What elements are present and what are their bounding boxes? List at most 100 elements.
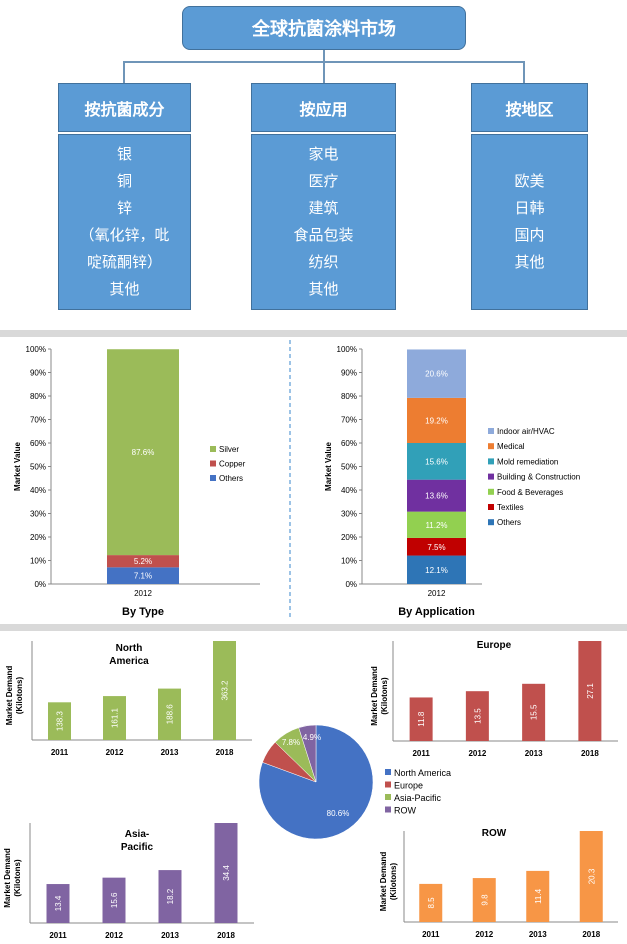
- legend-swatch: [210, 475, 216, 481]
- y-tick-label: 40%: [30, 486, 46, 495]
- bar: [409, 697, 433, 741]
- category-header-application: 按应用: [251, 83, 396, 132]
- y-tick-label: 50%: [341, 463, 357, 472]
- data-label: 5.2%: [134, 557, 152, 566]
- bar: [526, 870, 550, 922]
- legend-swatch: [385, 794, 391, 800]
- y-tick-label: 20%: [341, 533, 357, 542]
- category-item: （氧化锌，吡: [79, 226, 170, 244]
- y-axis-label: (Kilotons): [15, 677, 24, 715]
- data-label: 13.5: [473, 708, 482, 724]
- category-item: 国内: [514, 226, 545, 244]
- y-axis-label: (Kilotons): [13, 859, 22, 897]
- legend-swatch: [488, 488, 494, 495]
- x-tick-label: 2012: [468, 749, 486, 758]
- x-tick-label: 2013: [161, 748, 179, 757]
- x-tick-label: 2012: [134, 589, 152, 598]
- chart-title: ROW: [482, 828, 507, 839]
- legend-label: Copper: [219, 460, 246, 469]
- x-tick-label: 2018: [581, 749, 599, 758]
- data-label: 138.3: [56, 711, 65, 732]
- bar: [158, 870, 182, 923]
- category-item: 欧美: [514, 172, 545, 190]
- legend-label: Building & Construction: [497, 473, 580, 482]
- category-list-ingredient: 银 铜 锌 （氧化锌，吡 啶硫酮锌） 其他: [58, 134, 191, 310]
- legend-swatch: [488, 473, 494, 480]
- legend-swatch: [488, 458, 494, 465]
- bar-segment: [407, 479, 466, 512]
- data-label: 4.9%: [303, 733, 321, 742]
- data-label: 20.6%: [425, 370, 448, 379]
- x-tick-label: 2011: [51, 748, 69, 757]
- y-tick-label: 70%: [341, 416, 357, 425]
- legend-label: Others: [497, 518, 521, 527]
- x-tick-label: 2018: [582, 930, 600, 939]
- legend-swatch: [488, 443, 494, 450]
- connector-stem: [323, 50, 325, 62]
- category-item: 医疗: [308, 172, 339, 190]
- legend-label: Indoor air/HVAC: [497, 427, 555, 436]
- data-label: 18.2: [166, 888, 175, 904]
- bar-segment: [407, 397, 466, 443]
- data-label: 13.6%: [425, 492, 448, 501]
- y-axis-label: Market Value: [13, 441, 22, 490]
- category-header-region: 按地区: [471, 83, 588, 132]
- category-item: 其他: [308, 280, 339, 298]
- y-tick-label: 100%: [337, 345, 357, 354]
- chart-title: Asia-: [125, 829, 149, 840]
- legend-label: ROW: [394, 806, 417, 816]
- y-tick-label: 60%: [341, 439, 357, 448]
- y-tick-label: 30%: [341, 510, 357, 519]
- y-axis-label: (Kilotons): [380, 677, 389, 715]
- bar: [103, 696, 126, 740]
- bar-segment: [407, 349, 466, 398]
- y-axis-label: Market Value: [324, 441, 333, 490]
- chart-title: North: [116, 643, 143, 654]
- bar: [465, 691, 489, 741]
- data-label: 8.5: [427, 897, 436, 909]
- x-tick-label: 2013: [161, 931, 179, 940]
- connector-middle: [323, 61, 325, 83]
- x-tick-label: 2011: [412, 749, 430, 758]
- connector-left: [123, 61, 125, 83]
- y-axis-label: Market Demand: [3, 848, 12, 908]
- data-label: 20.3: [587, 868, 596, 884]
- legend-label: Others: [219, 474, 243, 483]
- bar-segment: [407, 511, 466, 538]
- x-tick-label: 2012: [428, 589, 446, 598]
- y-tick-label: 10%: [30, 557, 46, 566]
- category-item: 锌: [116, 199, 132, 217]
- chart-title: Europe: [477, 640, 512, 651]
- legend-label: Textiles: [497, 503, 524, 512]
- data-label: 11.4: [534, 888, 543, 904]
- category-item: 纺织: [308, 253, 339, 271]
- category-item: 啶硫酮锌）: [86, 253, 162, 271]
- section-divider: [0, 330, 627, 337]
- category-item: 其他: [109, 280, 140, 298]
- legend-label: Europe: [394, 781, 423, 791]
- data-label: 27.1: [586, 683, 595, 699]
- chart-title: Pacific: [121, 842, 154, 853]
- legend-swatch: [385, 769, 391, 775]
- y-axis-label: Market Demand: [5, 666, 14, 726]
- bar: [213, 641, 236, 740]
- section-divider: [0, 624, 627, 631]
- category-item: 家电: [308, 145, 339, 163]
- x-tick-label: 2012: [106, 748, 124, 757]
- data-label: 15.5: [530, 704, 539, 720]
- y-tick-label: 30%: [30, 510, 46, 519]
- data-label: 80.6%: [327, 809, 350, 818]
- category-item: 建筑: [308, 199, 339, 217]
- bar: [419, 883, 443, 922]
- data-label: 13.4: [54, 895, 63, 911]
- legend-swatch: [488, 428, 494, 434]
- legend-label: Mold remediation: [497, 457, 558, 466]
- category-item: 食品包装: [293, 226, 354, 244]
- category-item: 日韩: [514, 199, 545, 217]
- bar: [579, 831, 603, 922]
- y-tick-label: 80%: [341, 392, 357, 401]
- data-label: 7.1%: [134, 572, 152, 581]
- y-tick-label: 50%: [30, 463, 46, 472]
- y-tick-label: 60%: [30, 439, 46, 448]
- data-label: 7.5%: [427, 543, 445, 552]
